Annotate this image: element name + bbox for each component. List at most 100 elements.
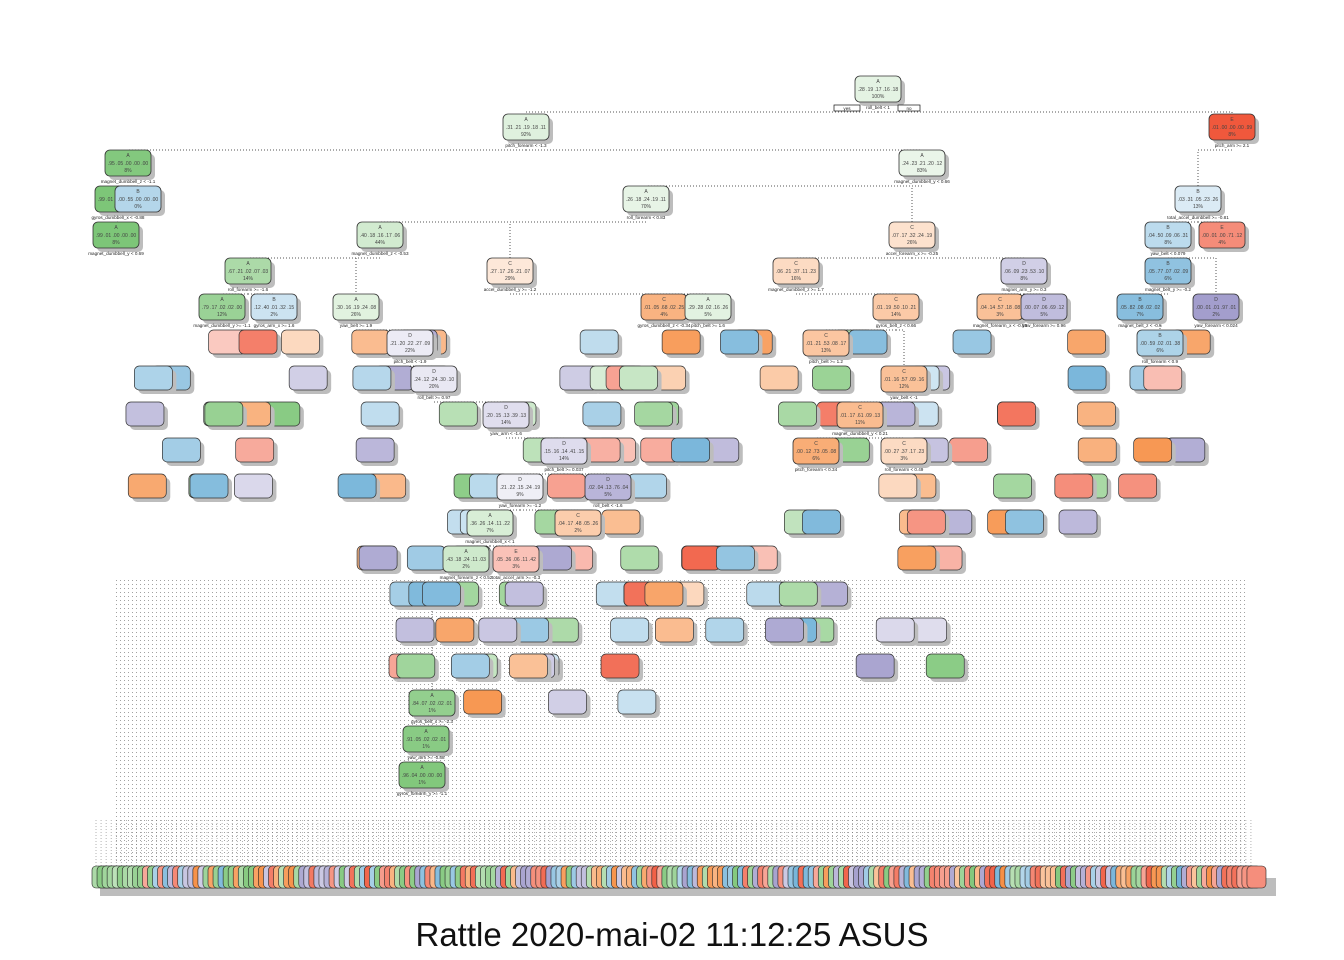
node-class-label: D [432, 369, 436, 375]
node-class-label: B [272, 297, 276, 303]
node-probabilities: .24 .12 .24 .30 .10 [414, 377, 455, 383]
node-percent: 2% [1212, 312, 1220, 318]
node-box [337, 473, 377, 499]
tree-node [438, 401, 482, 430]
node-percent: 70% [641, 204, 652, 210]
tree-node [352, 365, 395, 394]
tree-node [617, 689, 660, 718]
node-probabilities: .24 .23 .21 .20 .12 [902, 161, 943, 167]
node-percent: 14% [243, 276, 254, 282]
tree-node [997, 401, 1040, 430]
node-class-label: D [1214, 297, 1218, 303]
tree-node [765, 617, 808, 646]
node-percent: 20% [429, 384, 440, 390]
node-probabilities: .67 .21 .02 .07 .03 [228, 269, 269, 275]
node-class-label: A [464, 549, 468, 555]
node-probabilities: .04 .17 .48 .05 .26 [558, 521, 599, 527]
node-probabilities: .95 .05 .00 .00 .00 [108, 161, 149, 167]
node-probabilities: .01 .00 .00 .00 .99 [1212, 125, 1253, 131]
tree-node: E .00 .01 .00 .71 .124% [1198, 221, 1249, 252]
node-box [716, 545, 755, 571]
node-class-label: C [902, 441, 906, 447]
node-class-label: D [562, 441, 566, 447]
node-percent: 3% [512, 564, 520, 570]
node-percent: 29% [505, 276, 516, 282]
tree-node: C .01 .05 .68 .02 .254% gyros_dumbbell_z <… [638, 293, 691, 328]
node-probabilities: .00 .01 .01 .97 .01 [1196, 305, 1237, 311]
node-box [619, 365, 658, 391]
tree-edge [1197, 149, 1232, 186]
node-box [1077, 401, 1116, 427]
tree-node [281, 329, 324, 358]
tree-node: D .00 .01 .01 .97 .012% yaw_forearm < 0.02… [1192, 293, 1243, 328]
tree-node: D .21 .22 .15 .24 .199% yaw_forearm >= -1.… [496, 473, 547, 508]
node-class-label: A [524, 117, 528, 123]
tree-edge [509, 221, 646, 258]
tree-node [360, 401, 404, 430]
tree-node [395, 617, 439, 646]
node-split-rule: magnet_forearm_x < -0.59 [973, 323, 1028, 328]
node-class-label: B [1138, 297, 1142, 303]
node-class-label: A [876, 79, 880, 85]
node-split-rule: yaw_arm >= -0.88 [407, 755, 444, 760]
node-box [661, 329, 701, 355]
tree-node [628, 473, 671, 502]
tree-node [547, 473, 590, 502]
node-percent: 1% [418, 780, 426, 786]
tree-node [925, 653, 969, 682]
node-box [288, 365, 328, 391]
tree-node [875, 617, 919, 646]
node-box [720, 329, 759, 355]
node-percent: 8% [1228, 132, 1236, 138]
node-box [358, 545, 398, 571]
node-split-rule: magnet_dumbbell_z < -1.1 [101, 179, 156, 184]
node-box [281, 329, 320, 355]
tree-node [351, 329, 394, 358]
node-split-rule: magnet_dumbbell_z < -0.53 [351, 251, 409, 256]
node-split-rule: accel_dumbbell_y >= -1.2 [484, 287, 537, 292]
node-class-label: C [794, 261, 798, 267]
node-box [402, 725, 450, 753]
node-percent: 8% [124, 168, 132, 174]
node-class-label: E [1230, 117, 1234, 123]
node-class-label: B [1158, 333, 1162, 339]
node-percent: 16% [791, 276, 802, 282]
node-box [878, 473, 918, 499]
node-probabilities: .84 .07 .02 .02 .01 [412, 701, 453, 707]
tree-node: E .05 .36 .06 .11 .423% total_accel_arm >=… [492, 545, 543, 580]
node-box [478, 617, 518, 643]
node-box [1144, 221, 1192, 249]
node-box [492, 545, 540, 573]
tree-node [716, 545, 759, 574]
node-box [579, 329, 619, 355]
node-probabilities: .15 .16 .14 .41 .15 [544, 449, 585, 455]
node-percent: 4% [660, 312, 668, 318]
node-class-label: C [662, 297, 666, 303]
tree-node [478, 617, 521, 646]
tree-node [634, 401, 677, 430]
tree-node [600, 653, 644, 682]
node-class-label: A [920, 153, 924, 159]
node-split-rule: yaw_belt < 0.079 [1151, 251, 1186, 256]
node-percent: 7% [1136, 312, 1144, 318]
node-box [332, 293, 380, 321]
node-box [396, 653, 436, 679]
node-box [610, 617, 650, 643]
node-probabilities: .06 .21 .37 .11 .23 [776, 269, 816, 275]
node-class-label: B [1166, 225, 1170, 231]
node-percent: 2% [574, 528, 582, 534]
node-box [395, 617, 435, 643]
node-split-rule: total_accel_arm >= -0.3 [492, 575, 541, 580]
node-class-label: C [858, 405, 862, 411]
tree-node [661, 329, 705, 358]
tree-node [238, 329, 282, 358]
node-percent: 92% [521, 132, 532, 138]
node-class-label: D [408, 333, 412, 339]
node-box [875, 617, 915, 643]
